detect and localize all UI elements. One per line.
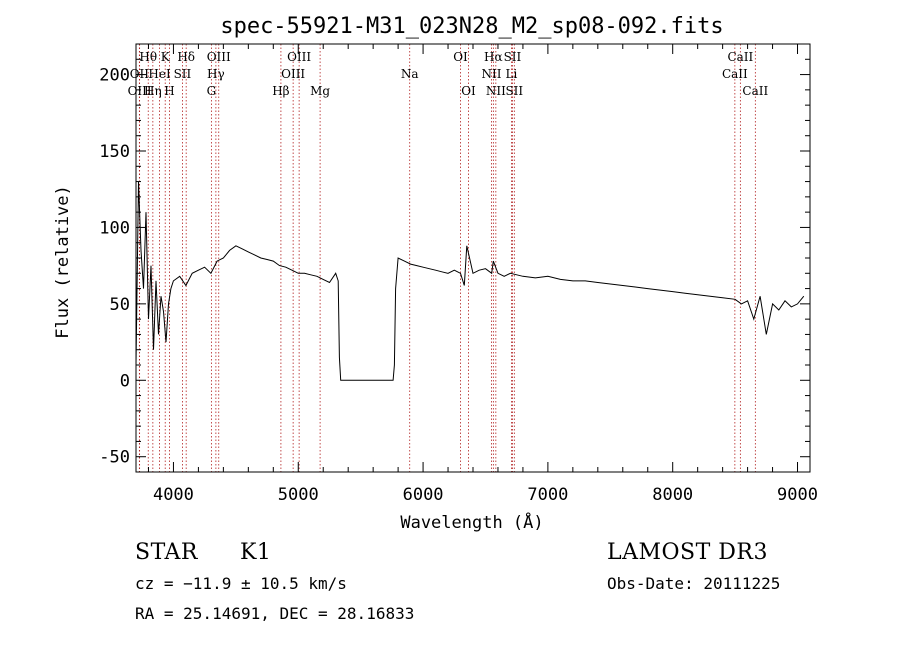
x-axis-label: Wavelength (Å): [400, 511, 543, 533]
y-tick-label: -50: [99, 448, 130, 468]
y-tick-label: 200: [99, 66, 130, 86]
redshift-velocity: cz = −11.9 ± 10.5 km/s: [135, 574, 347, 593]
plot-frame: [135, 43, 811, 473]
spectral-line-label: NII: [486, 84, 506, 98]
observation-date: Obs-Date: 20111225: [607, 574, 781, 593]
spectral-line-label: Hδ: [177, 50, 195, 64]
spectrum-series-line: [135, 181, 805, 381]
spectral-line-label: Hγ: [207, 67, 225, 81]
spectral-line-label: CaII: [742, 84, 768, 98]
spectral-line-label: OIII: [287, 50, 311, 64]
x-tick-label: 5000: [278, 485, 319, 505]
y-tick-label: 100: [99, 218, 130, 238]
spectral-line-label: Hα: [484, 50, 503, 64]
spectral-line-label: NII: [481, 67, 501, 81]
y-tick-label: 0: [120, 371, 130, 391]
x-tick-label: 4000: [153, 485, 194, 505]
spectral-line-label: Hθ: [139, 50, 157, 64]
spectral-line-label: OIII: [128, 84, 152, 98]
object-subclass: K1: [240, 540, 272, 565]
spectral-line-label: CaII: [722, 67, 748, 81]
chart-title: spec-55921-M31_023N28_M2_sp08-092.fits: [220, 14, 723, 39]
x-tick-label: 9000: [777, 485, 818, 505]
spectral-line-label: Mg: [310, 84, 330, 98]
spectral-line-label: OI: [453, 50, 468, 64]
spectral-line-label: K: [161, 50, 171, 64]
object-class: STAR: [135, 540, 198, 565]
spectral-line-label: OII: [130, 67, 150, 81]
spectral-line-label: HeI: [148, 67, 171, 81]
y-axis-label: Flux (relative): [53, 185, 73, 339]
spectral-line-label: OIII: [281, 67, 305, 81]
spectral-line-label: Hη: [144, 84, 162, 98]
spectral-line-markers: [138, 44, 756, 472]
x-tick-label: 6000: [403, 485, 444, 505]
x-tick-label: 7000: [527, 485, 568, 505]
spectral-line-label: Li: [506, 67, 518, 81]
spectral-line-label: Hβ: [272, 84, 289, 98]
survey-name: LAMOST DR3: [607, 540, 768, 565]
x-tick-label: 8000: [652, 485, 693, 505]
spectral-line-label: CaII: [727, 50, 753, 64]
spectral-line-label: OIII: [207, 50, 231, 64]
axis-ticks: 4000 5000 6000 7000 8000 9000 -50 0 50 100 150 200: [99, 43, 818, 505]
y-tick-label: 50: [110, 295, 130, 315]
sky-coordinates: RA = 25.14691, DEC = 28.16833: [135, 604, 415, 623]
spectral-line-label: SII: [174, 67, 192, 81]
y-tick-label: 150: [99, 142, 130, 162]
spectral-line-label: SII: [504, 50, 522, 64]
spectral-line-label: OI: [461, 84, 476, 98]
spectral-line-label: SII: [505, 84, 523, 98]
spectral-line-label: Na: [401, 67, 419, 81]
spectral-line-label: H: [164, 84, 174, 98]
spectral-line-label: G: [207, 84, 217, 98]
